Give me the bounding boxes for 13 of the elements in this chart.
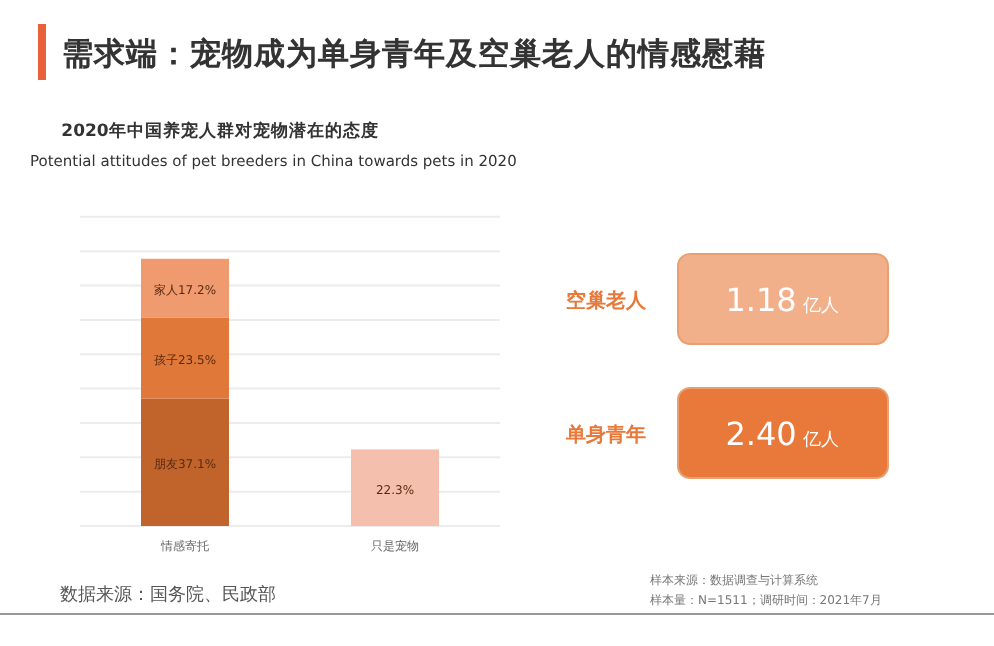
bar	[141, 317, 229, 399]
bar	[141, 398, 229, 526]
text: 亿人	[802, 431, 839, 451]
text: 亿人	[800, 295, 839, 317]
bar	[351, 449, 439, 526]
source-note: 数据来源：国务院、民政部	[60, 584, 276, 606]
text: 1.18	[725, 281, 797, 319]
text: 2.40	[725, 415, 797, 453]
bar	[141, 258, 229, 318]
category-label: 单身青年	[564, 423, 646, 447]
category-label: 空巢老人	[566, 289, 648, 313]
text: 需求端：宠物成为单身青年及空巢老人的情感慰藉	[62, 36, 766, 72]
chart-title: 2020年中国养宠人群对宠物潜在的态度	[61, 120, 379, 142]
